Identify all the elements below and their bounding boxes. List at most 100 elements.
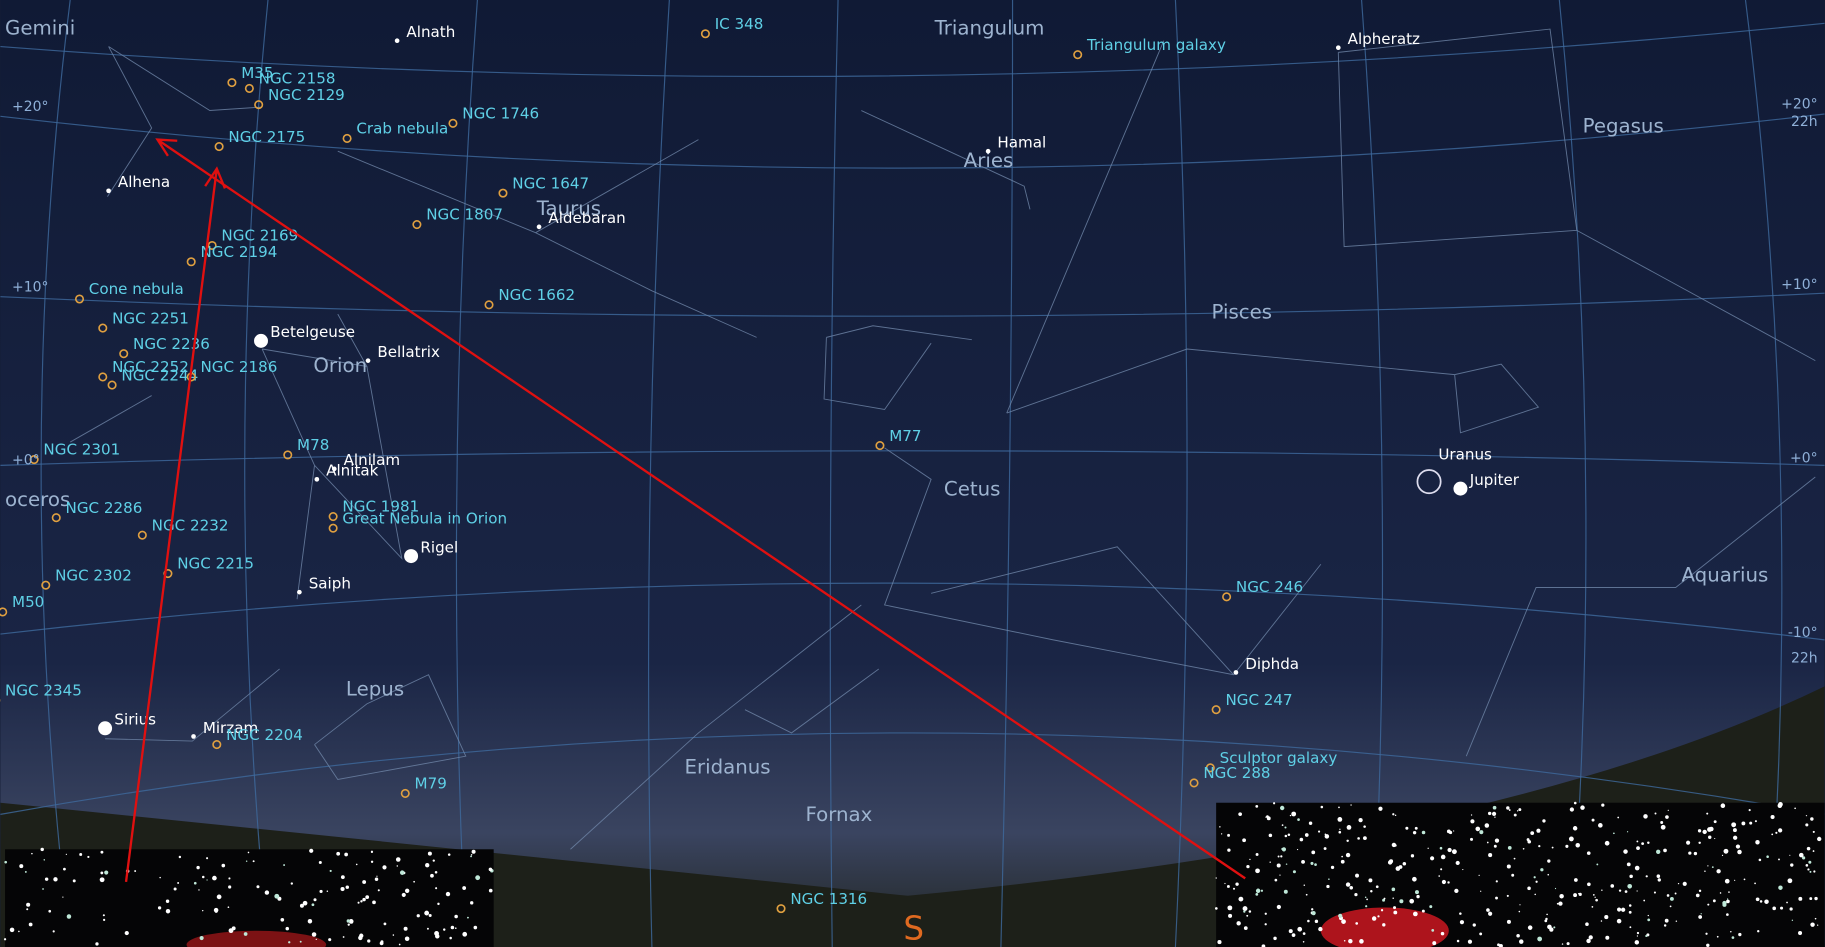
inset-star: [1470, 819, 1474, 823]
inset-star: [274, 894, 279, 899]
inset-star: [1587, 882, 1591, 886]
inset-star: [434, 931, 439, 936]
inset-star: [1494, 845, 1497, 848]
inset-star: [1338, 831, 1341, 834]
inset-star: [1388, 860, 1392, 864]
inset-star: [1725, 879, 1730, 884]
inset-star: [1255, 868, 1260, 873]
star-dot: [366, 358, 371, 363]
inset-star: [1643, 814, 1647, 818]
inset-star: [1790, 863, 1793, 866]
inset-star: [1441, 932, 1445, 936]
inset-star: [194, 882, 197, 885]
inset-star: [1749, 809, 1751, 811]
inset-star: [362, 898, 365, 901]
inset-star: [1486, 908, 1490, 912]
inset-star: [1547, 859, 1550, 862]
star-dot: [537, 225, 542, 230]
inset-star: [1228, 914, 1232, 918]
inset-star: [212, 876, 217, 881]
inset-star: [1601, 920, 1603, 922]
inset-star: [1480, 891, 1481, 892]
inset-star: [179, 856, 181, 858]
inset-star: [280, 918, 284, 922]
inset-star: [1595, 899, 1598, 902]
inset-star: [44, 859, 45, 860]
inset-star: [327, 890, 328, 891]
inset-star: [1284, 890, 1288, 894]
inset-star: [1817, 837, 1821, 841]
inset-star: [1365, 905, 1367, 907]
inset-star: [1629, 911, 1632, 914]
inset-star: [1279, 874, 1280, 875]
inset-star: [1310, 862, 1313, 865]
inset-star: [1479, 830, 1483, 834]
inset-star: [1422, 910, 1425, 913]
inset-star: [467, 917, 469, 919]
inset-star: [1731, 822, 1736, 827]
inset-star: [1778, 828, 1782, 832]
inset-star: [1378, 807, 1382, 811]
inset-star: [1442, 880, 1446, 884]
inset-star: [1670, 897, 1674, 901]
inset-star: [1321, 806, 1324, 809]
inset-star: [1324, 847, 1327, 850]
inset-star: [328, 938, 331, 941]
inset-star: [1810, 924, 1812, 926]
inset-star: [1708, 836, 1711, 839]
inset-star: [1514, 858, 1516, 860]
inset-star: [1540, 868, 1543, 871]
inset-star: [1546, 914, 1548, 916]
inset-star: [62, 897, 63, 898]
inset-star: [1778, 858, 1780, 860]
inset-star: [1339, 829, 1340, 830]
inset-star: [371, 851, 373, 853]
inset-star: [286, 927, 289, 930]
inset-star: [336, 852, 340, 856]
inset-star: [1507, 920, 1511, 924]
inset-star: [1535, 881, 1537, 883]
dso-label: M78: [297, 436, 329, 454]
inset-star: [393, 934, 395, 936]
inset-star: [378, 889, 380, 891]
inset-star: [1246, 915, 1248, 917]
inset-star: [1755, 820, 1757, 822]
inset-star: [451, 926, 455, 930]
dso-label: NGC 247: [1225, 691, 1292, 709]
inset-star: [1645, 935, 1647, 937]
inset-star: [1786, 902, 1788, 904]
inset-star: [1349, 886, 1353, 890]
constellation-label: Triangulum: [934, 17, 1045, 40]
inset-star: [1528, 925, 1533, 930]
inset-star: [1587, 851, 1591, 855]
inset-star: [1547, 925, 1552, 930]
inset-star: [489, 868, 493, 872]
star-label: Saiph: [309, 575, 351, 593]
inset-star: [1764, 899, 1768, 903]
inset-star: [1585, 922, 1589, 926]
inset-star: [1447, 829, 1451, 833]
inset-star: [48, 910, 51, 913]
inset-star: [1562, 943, 1563, 944]
inset-star: [1372, 916, 1376, 920]
star-dot: [395, 38, 400, 43]
inset-star: [1370, 890, 1372, 892]
inset-star: [1596, 863, 1598, 865]
inset-star: [1346, 882, 1350, 886]
star-label: Alnitak: [326, 462, 378, 480]
inset-star: [202, 876, 205, 879]
inset-star: [1277, 905, 1281, 909]
inset-star: [1813, 831, 1815, 833]
inset-star: [1514, 814, 1517, 817]
inset-star: [1809, 897, 1812, 900]
inset-star: [1221, 833, 1222, 834]
inset-star: [1714, 820, 1717, 823]
dso-label: NGC 1807: [426, 206, 503, 224]
inset-star: [1807, 847, 1811, 851]
inset-star: [1688, 852, 1691, 855]
inset-star: [104, 870, 108, 874]
dso-label: Great Nebula in Orion: [342, 509, 507, 527]
inset-star: [1656, 850, 1660, 854]
inset-star: [1754, 883, 1756, 885]
inset-star: [1665, 919, 1669, 923]
